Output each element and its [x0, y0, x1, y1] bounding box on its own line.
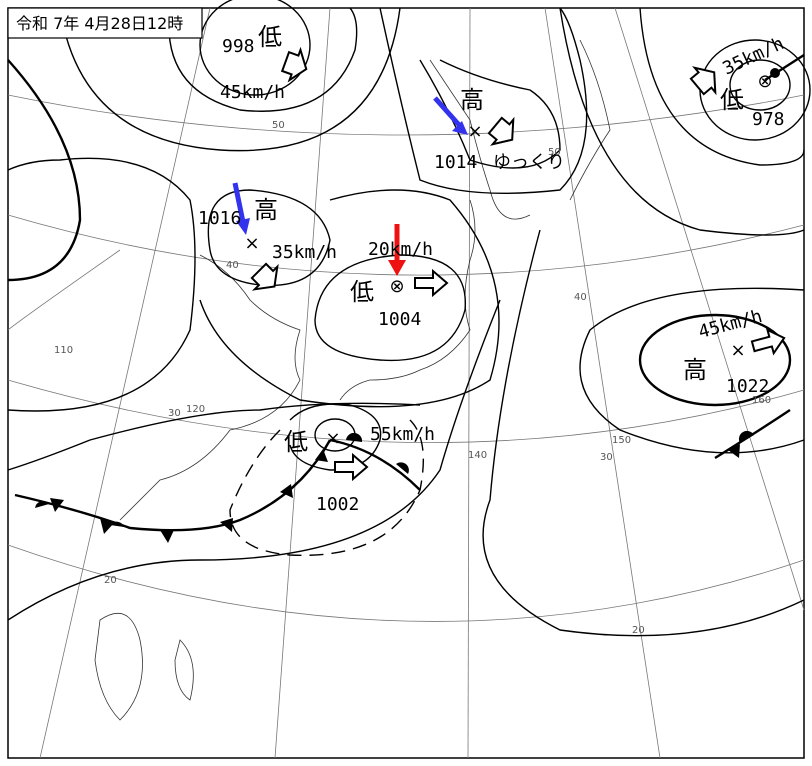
svg-text:⊗: ⊗: [757, 71, 772, 92]
pressure: 1016: [198, 208, 241, 229]
lon-label: 160: [752, 395, 771, 406]
lat-label: 20: [104, 575, 117, 586]
movement-arrows: [250, 46, 786, 482]
svg-text:×: ×: [730, 340, 745, 361]
speed: 35km/h: [272, 242, 337, 263]
lon-label: 110: [54, 345, 73, 356]
lat-label: 40: [574, 292, 587, 303]
lon-label: 140: [468, 450, 487, 461]
graticule-labels: 50 50 40 40 30 30 20 20 110 120 140 150 …: [54, 120, 771, 636]
speed: 20km/h: [368, 239, 433, 260]
lat-label: 20: [632, 625, 645, 636]
system-type: 高: [254, 196, 278, 224]
center-marks: × × × × ⊗ ⊗: [244, 71, 772, 449]
graticule: [7, 7, 805, 759]
pressure: 978: [752, 109, 785, 130]
isobars: [7, 0, 811, 637]
svg-text:×: ×: [467, 121, 482, 142]
pressure: 998: [222, 36, 255, 57]
speed: 45km/h: [220, 82, 285, 103]
lat-label: 40: [226, 260, 239, 271]
highlight-arrows: [232, 96, 468, 276]
lat-label: 30: [600, 452, 613, 463]
map-title: 令和 7年 4月28日12時: [16, 14, 183, 33]
lon-label: 120: [186, 404, 205, 415]
fronts: [14, 53, 805, 543]
lon-label: 150: [612, 435, 631, 446]
system-type: 低: [720, 86, 744, 114]
svg-text:⊗: ⊗: [389, 276, 404, 297]
system-type: 低: [350, 278, 374, 306]
pressure: 1002: [316, 494, 359, 515]
lat-label: 50: [272, 120, 285, 131]
map-frame: [7, 7, 805, 759]
lat-label: 30: [168, 408, 181, 419]
title-box: [7, 7, 203, 39]
coastlines: [94, 39, 611, 721]
system-type: 低: [258, 23, 282, 51]
system-type: 高: [460, 86, 484, 114]
speed: 55km/h: [370, 424, 435, 445]
svg-text:×: ×: [325, 428, 340, 449]
pressure: 1004: [378, 309, 421, 330]
system-type: 低: [284, 428, 308, 456]
lat-label: 50: [548, 147, 561, 158]
pressure: 1014: [434, 152, 477, 173]
movement: ゆっくり: [493, 152, 565, 173]
system-type: 高: [683, 356, 707, 384]
svg-text:×: ×: [244, 233, 259, 254]
pressure: 1022: [726, 376, 769, 397]
